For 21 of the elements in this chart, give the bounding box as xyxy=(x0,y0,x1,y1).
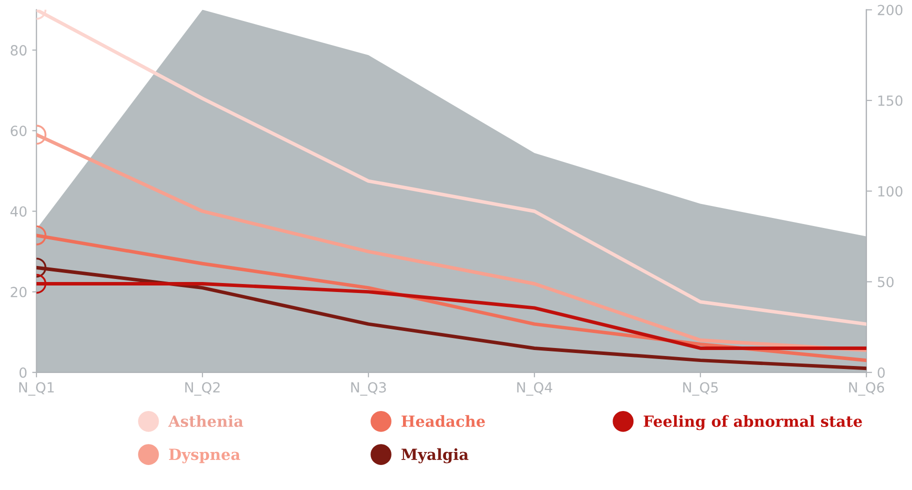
y2-tick-label: 50 xyxy=(878,276,894,288)
legend-label: Asthenia xyxy=(168,415,244,427)
x-tick-label: N_Q1 xyxy=(19,382,54,396)
legend-label: Dyspnea xyxy=(169,448,240,464)
x-tick-label: N_Q4 xyxy=(517,382,552,396)
x-tick-label: N_Q5 xyxy=(683,382,718,396)
x-tick-label: N_Q2 xyxy=(185,382,220,396)
y2-tick-label: 150 xyxy=(878,95,902,106)
legend-label: Feeling of abnormal state xyxy=(644,415,862,430)
y2-tick-label: 200 xyxy=(878,4,902,16)
y2-tick-label: 100 xyxy=(878,186,902,197)
y-tick-label: 40 xyxy=(10,206,27,217)
legend-label: Myalgia xyxy=(402,448,468,464)
x-tick-label: N_Q3 xyxy=(351,382,386,396)
y-tick-label: 80 xyxy=(10,45,27,56)
y-tick-label: 20 xyxy=(10,286,27,298)
y2-tick-label: 0 xyxy=(878,367,885,378)
y-tick-label: 0 xyxy=(20,367,27,378)
legend-label: Headache xyxy=(402,415,485,427)
y-tick-label: 60 xyxy=(10,126,27,136)
x-tick-label: N_Q6 xyxy=(849,382,884,396)
